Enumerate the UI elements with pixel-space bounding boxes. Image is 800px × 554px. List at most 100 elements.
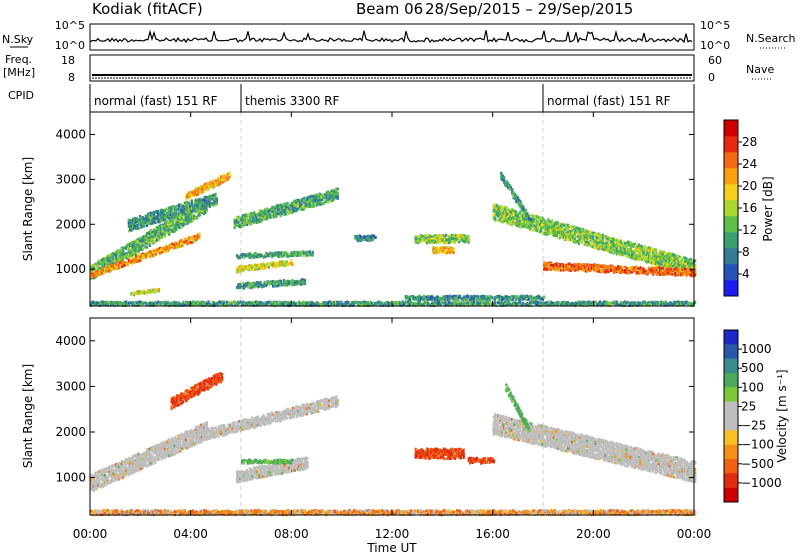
scatter-point [140, 290, 143, 293]
scatter-point [455, 237, 458, 240]
scatter-point [255, 254, 258, 257]
scatter-point [204, 199, 207, 202]
scatter-point [150, 216, 153, 220]
scatter-point [276, 261, 279, 265]
scatter-point [276, 263, 279, 266]
scatter-point [201, 198, 205, 202]
scatter-point [156, 290, 159, 293]
scatter-point [166, 220, 169, 223]
scatter-point [209, 184, 212, 188]
scatter-point [148, 241, 151, 244]
scatter-point [315, 195, 318, 198]
scatter-point [555, 234, 558, 237]
scatter-point [207, 202, 210, 205]
scatter-point [166, 227, 169, 230]
scatter-point [418, 234, 421, 237]
scatter-point [147, 231, 150, 235]
scatter-point [147, 212, 150, 216]
scatter-point [102, 266, 105, 270]
scatter-point [133, 242, 136, 246]
scatter-point [144, 241, 147, 245]
scatter-point [162, 215, 165, 219]
scatter-point [106, 262, 109, 266]
scatter-point [187, 206, 191, 209]
scatter-point [136, 255, 139, 258]
scatter-point [108, 257, 111, 261]
scatter-point [116, 252, 119, 256]
scatter-point [142, 252, 145, 256]
scatter-point [175, 218, 178, 222]
scatter-point [247, 253, 250, 256]
scatter-point [191, 218, 194, 222]
scatter-point [214, 198, 217, 201]
scatter-point [180, 208, 184, 212]
scatter-point [237, 284, 240, 288]
scatter-point [252, 256, 255, 259]
scatter-point [194, 216, 197, 220]
scatter-point [203, 198, 206, 202]
scatter-point [133, 223, 136, 227]
scatter-point [140, 239, 143, 242]
scatter-point [112, 252, 115, 255]
scatter-point [370, 236, 373, 240]
scatter-point [193, 204, 196, 208]
scatter-point [211, 203, 214, 207]
scatter-point [283, 213, 286, 216]
scatter-point [205, 182, 208, 185]
scatter-point [301, 281, 304, 285]
scatter-point [248, 216, 251, 219]
scatter-point [357, 239, 360, 243]
scatter-point [108, 268, 111, 271]
scatter-point [152, 232, 155, 235]
scatter-point [280, 205, 284, 209]
scatter-point [278, 212, 281, 216]
scatter-point [152, 235, 155, 239]
scatter-point [141, 236, 144, 239]
scatter-point [290, 206, 293, 210]
scatter-point [102, 271, 105, 275]
scatter-point [315, 204, 318, 207]
scatter-point [158, 249, 162, 252]
scatter-point [122, 258, 125, 261]
scatter-point [240, 284, 243, 288]
scatter-point [265, 253, 268, 256]
scatter-point [265, 283, 268, 286]
scatter-point [179, 219, 182, 223]
scatter-point [148, 215, 151, 219]
scatter-point [162, 210, 165, 214]
scatter-point [331, 189, 334, 193]
scatter-point [110, 254, 114, 258]
scatter-point [311, 250, 314, 254]
scatter-point [90, 277, 93, 280]
scatter-point [298, 252, 302, 255]
scatter-point [141, 221, 144, 225]
scatter-point [151, 233, 154, 237]
scatter-point [170, 224, 174, 227]
scatter-point [216, 180, 219, 183]
scatter-point [180, 212, 184, 215]
scatter-point [296, 207, 299, 211]
scatter-point [336, 194, 339, 198]
scatter-point [335, 191, 338, 195]
scatter-point [236, 220, 239, 223]
scatter-point [275, 204, 278, 208]
scatter-point [185, 208, 188, 212]
scatter-point [467, 241, 470, 244]
scatter-point [194, 203, 198, 206]
scatter-point [237, 224, 240, 228]
scatter-point [421, 238, 424, 241]
scatter-point [215, 199, 218, 202]
scatter-point [117, 252, 121, 256]
scatter-point [166, 214, 170, 218]
scatter-point [199, 189, 202, 193]
scatter-point [288, 282, 291, 286]
scatter-point [258, 284, 261, 288]
scatter-point [251, 285, 254, 289]
scatter-point [270, 263, 273, 267]
scatter-point [258, 264, 261, 267]
scatter-point [441, 238, 444, 242]
scatter-point [307, 196, 310, 200]
scatter-point [199, 199, 202, 203]
scatter-point [162, 223, 165, 227]
scatter-point [247, 254, 250, 258]
